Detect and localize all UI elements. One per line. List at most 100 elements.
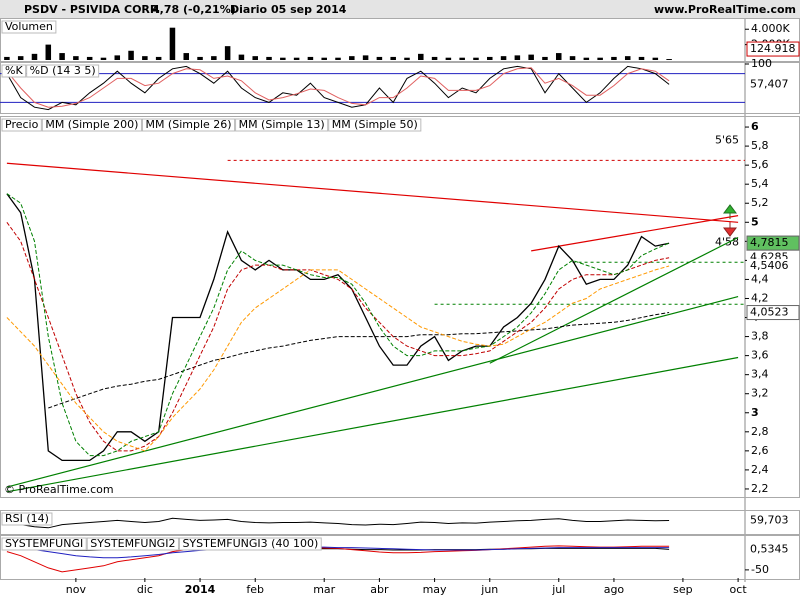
x-tick-label: oct (730, 583, 748, 596)
volume-bar (459, 57, 465, 60)
last-value-label: 57,407 (750, 77, 789, 90)
volume-bar (514, 55, 521, 60)
y-tick-label: 100 (751, 57, 772, 70)
y-tick-label: 3,4 (751, 368, 769, 381)
x-tick-label: abr (370, 583, 389, 596)
legend-entry-box (328, 118, 422, 132)
legend-entry-box (86, 537, 179, 551)
legend-entry: SYSTEMFUNGI2 (90, 537, 175, 550)
volume-bar (224, 46, 231, 60)
legend-entry-box (1, 537, 87, 551)
panel-title-box (1, 20, 57, 34)
last-value-label: 124.918 (750, 42, 796, 55)
legend-entry: SYSTEMFUNGI (5, 537, 83, 550)
panel-title: Volumen (5, 20, 53, 33)
period: Diario (230, 3, 268, 16)
series-line (6, 67, 670, 108)
volume-bar (611, 56, 617, 60)
trendline (531, 215, 739, 252)
x-tick-label: dic (137, 583, 153, 596)
volume-bar (445, 57, 452, 60)
y-tick-label: 2,8 (751, 425, 769, 438)
volume-bar (404, 57, 410, 60)
volume-bar (362, 55, 369, 60)
legend-entry-box (26, 64, 100, 78)
date: 05 sep 2014 (271, 3, 347, 16)
volume-bar (45, 44, 52, 60)
legend-entry-box (235, 118, 329, 132)
volume-bar (376, 56, 383, 60)
credit: © ProRealTime.com (4, 483, 114, 496)
last-value-box (747, 77, 799, 92)
volume-bar (638, 56, 645, 60)
trendline (6, 295, 739, 488)
volume-bar (431, 56, 438, 60)
volume-bar (114, 55, 121, 60)
quote: 4,78 (-0,21%) (152, 3, 236, 16)
volume-bar (555, 53, 562, 60)
trendline (6, 162, 739, 223)
series-line (6, 65, 670, 111)
header-bar (0, 0, 800, 18)
trendline (6, 356, 739, 493)
volume-bar (86, 56, 93, 60)
volume-bar (252, 56, 258, 60)
volume-bar (17, 56, 24, 60)
legend-entry: MM (Simple 13) (239, 118, 325, 131)
volume-bar (31, 53, 38, 60)
volume-bar (390, 56, 396, 60)
last-value-label: 4,0523 (750, 306, 789, 319)
legend-entry: %K (5, 64, 23, 77)
volume-bar (197, 56, 203, 60)
volume-bar (280, 57, 286, 60)
series-line (6, 517, 670, 529)
volume-bar (128, 50, 134, 60)
y-tick-label: 3,2 (751, 387, 769, 400)
volume-bar (542, 56, 548, 60)
panel-title: RSI (14) (5, 512, 49, 525)
y-tick-label: 6 (751, 120, 759, 133)
volume-bar (155, 56, 162, 60)
y-tick-label: 4,4 (751, 272, 769, 285)
legend-entry: MM (Simple 26) (145, 118, 231, 131)
series-line (6, 193, 670, 462)
volume-bar (597, 57, 603, 60)
volume-bar (238, 54, 245, 60)
y-tick-label: 4.000K (751, 22, 790, 35)
y-tick-label: 5,4 (751, 177, 769, 190)
y-tick-label: 2,4 (751, 463, 769, 476)
volume-bar (266, 56, 272, 60)
x-tick-label: sep (673, 583, 692, 596)
legend-entry: MM (Simple 200) (45, 118, 138, 131)
volume-bar (321, 57, 327, 60)
series-line (48, 312, 670, 409)
series-line (6, 265, 670, 452)
x-tick-label: 2014 (185, 583, 216, 596)
last-value-box (747, 259, 799, 274)
legend-entry: MM (Simple 50) (332, 118, 418, 131)
x-tick-label: ago (604, 583, 625, 596)
y-tick-label: 5,8 (751, 139, 769, 152)
volume-bar (211, 56, 217, 60)
legend-entry-box (1, 64, 27, 78)
volume-bar (666, 59, 672, 60)
series-line (6, 545, 670, 573)
legend-entry: SYSTEMFUNGI3 (40 100) (182, 537, 318, 550)
volume-bar (500, 56, 507, 60)
volume-bar (349, 56, 355, 60)
volume-bar (569, 56, 576, 60)
x-tick-label: mar (313, 583, 335, 596)
level-label: 4'58 (715, 235, 739, 248)
x-tick-label: may (423, 583, 447, 596)
level-label: 5'65 (715, 133, 739, 146)
volume-bar (73, 56, 79, 60)
y-tick-label: 5,6 (751, 158, 769, 171)
panel-title-box (1, 512, 53, 526)
legend-entry-box (141, 118, 236, 132)
y-tick-label: 5 (751, 215, 759, 228)
y-tick-label: -50 (751, 563, 769, 576)
legend-entry: Precio (5, 118, 39, 131)
volume-bar (528, 54, 534, 60)
last-value-box (747, 542, 799, 557)
